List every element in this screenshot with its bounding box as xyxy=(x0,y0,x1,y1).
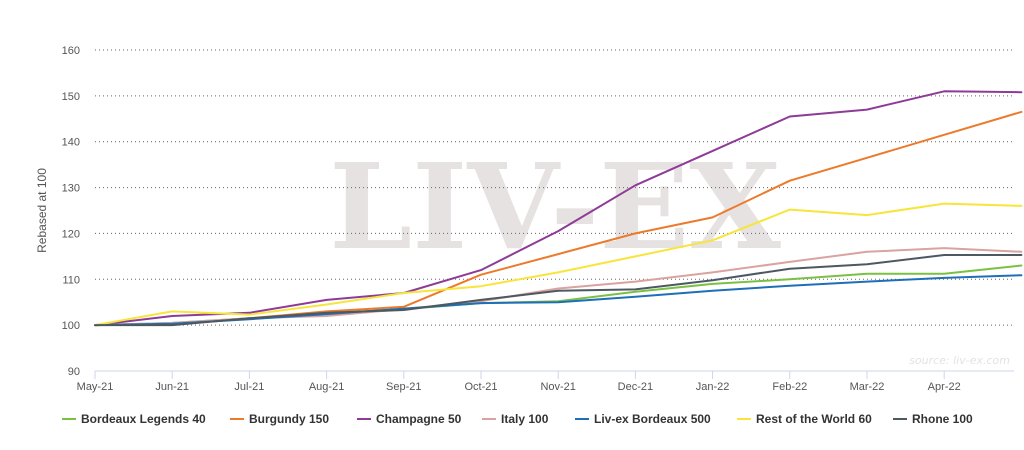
x-tick-label: Sep-21 xyxy=(386,381,421,393)
x-tick-label: Jun-21 xyxy=(155,381,189,393)
series-line-rest-of-the-world-60[interactable] xyxy=(94,202,1023,327)
y-tick-label: 120 xyxy=(62,228,80,240)
legend-label: Rest of the World 60 xyxy=(756,412,872,426)
legend-item[interactable]: Burgundy 150 xyxy=(230,412,329,426)
watermark-text: LIV-EX xyxy=(329,137,781,276)
source-credit: source: liv-ex.com xyxy=(909,354,1010,367)
series-line-rhone-100[interactable] xyxy=(94,254,1023,327)
watermark: LIV-EX xyxy=(329,137,781,276)
series-line-champagne-50[interactable] xyxy=(94,90,1023,327)
legend[interactable]: Bordeaux Legends 40 Burgundy 150 Champagne… xyxy=(62,412,973,426)
x-tick-label: Oct-21 xyxy=(464,381,497,393)
y-tick-label: 160 xyxy=(62,45,80,57)
legend-label: Burgundy 150 xyxy=(249,412,329,426)
legend-item[interactable]: Champagne 50 xyxy=(357,412,462,426)
legend-label: Liv-ex Bordeaux 500 xyxy=(594,412,711,426)
y-tick-label: 150 xyxy=(62,91,80,103)
y-axis: 90 100 110 120 130 140 150 160 xyxy=(62,45,80,378)
legend-label: Champagne 50 xyxy=(376,412,462,426)
y-tick-label: 110 xyxy=(62,274,80,286)
x-tick-label: Jan-22 xyxy=(696,381,730,393)
x-tick-label: May-21 xyxy=(77,381,114,393)
y-tick-label: 140 xyxy=(62,137,80,149)
y-tick-label: 90 xyxy=(68,366,80,378)
y-axis-label: Rebased at 100 xyxy=(35,168,49,253)
y-tick-label: 100 xyxy=(62,320,80,332)
legend-item[interactable]: Bordeaux Legends 40 xyxy=(62,412,206,426)
legend-item[interactable]: Liv-ex Bordeaux 500 xyxy=(575,412,711,426)
legend-label: Rhone 100 xyxy=(912,412,973,426)
x-tick-label: Jul-21 xyxy=(234,381,264,393)
legend-label: Bordeaux Legends 40 xyxy=(81,412,206,426)
y-tick-label: 130 xyxy=(62,183,80,195)
x-tick-label: Nov-21 xyxy=(540,381,575,393)
series-lines xyxy=(94,90,1023,327)
x-tick-label: Feb-22 xyxy=(772,381,807,393)
legend-item[interactable]: Rhone 100 xyxy=(893,412,973,426)
x-tick-label: Mar-22 xyxy=(850,381,885,393)
x-tick-label: Dec-21 xyxy=(618,381,653,393)
x-axis: May-21 Jun-21 Jul-21 Aug-21 Sep-21 Oct-21 Nov-… xyxy=(77,370,1014,393)
x-tick-label: Aug-21 xyxy=(309,381,344,393)
series-line-liv-ex-bordeaux-500[interactable] xyxy=(94,274,1023,327)
legend-label: Italy 100 xyxy=(501,412,549,426)
legend-item[interactable]: Rest of the World 60 xyxy=(737,412,872,426)
legend-item[interactable]: Italy 100 xyxy=(482,412,549,426)
x-tick-label: Apr-22 xyxy=(928,381,961,393)
